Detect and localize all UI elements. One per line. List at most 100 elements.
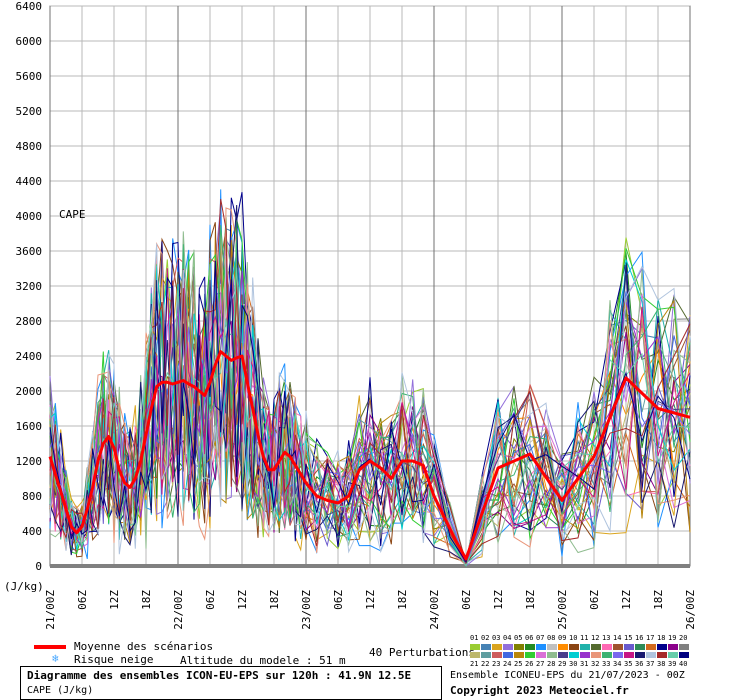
x-tick-labels: 21/00Z 06Z 12Z 18Z 22/00Z 06Z 12Z 18Z 23/00Z 06Z 1… [44, 590, 697, 630]
palette-swatch [624, 652, 634, 658]
x-tick-label: 12Z [108, 590, 121, 610]
palette-swatch [591, 644, 601, 650]
palette-number: 39 [668, 660, 677, 668]
snow-icon: ❄ [52, 652, 59, 665]
member-line [49, 243, 691, 565]
member-line [49, 260, 691, 563]
y-tick-label: 2800 [16, 315, 43, 328]
palette-number: 16 [635, 634, 644, 642]
palette-swatch [470, 652, 480, 658]
y-tick-label: 1600 [16, 420, 43, 433]
x-tick-label: 18Z [268, 590, 281, 610]
x-tick-label: 12Z [492, 590, 505, 610]
palette-number: 17 [646, 634, 655, 642]
palette-swatch [547, 652, 557, 658]
palette-number: 04 [503, 634, 512, 642]
palette-swatch [613, 644, 623, 650]
palette-number: 20 [679, 634, 688, 642]
palette-swatch [646, 644, 656, 650]
mean-series-line [48, 350, 691, 561]
x-tick-label: 22/00Z [172, 590, 185, 630]
y-unit-label: (J/kg) [4, 580, 44, 593]
palette-swatch [646, 652, 656, 658]
y-tick-label: 1200 [16, 455, 43, 468]
palette-swatch [668, 644, 678, 650]
palette-number: 24 [503, 660, 512, 668]
y-tick-label: 2000 [16, 385, 43, 398]
x-tick-label: 06Z [204, 590, 217, 610]
palette-number: 28 [547, 660, 556, 668]
palette-swatch [602, 652, 612, 658]
palette-swatch [580, 644, 590, 650]
palette-number: 22 [481, 660, 490, 668]
palette-number: 12 [591, 634, 600, 642]
chart-subtitle: CAPE (J/kg) [27, 685, 94, 696]
palette-number: 25 [514, 660, 523, 668]
variable-label: CAPE [59, 208, 86, 221]
palette-number: 31 [580, 660, 589, 668]
palette-swatch [624, 644, 634, 650]
palette-number: 03 [492, 634, 501, 642]
palette-swatch [481, 644, 491, 650]
palette-swatch [514, 652, 524, 658]
palette-number: 01 [470, 634, 479, 642]
y-tick-label: 2400 [16, 350, 43, 363]
palette-swatch [492, 652, 502, 658]
x-tick-label: 21/00Z [44, 590, 57, 630]
y-tick-labels: 0 400 800 1200 1600 2000 2400 2800 3200 3600 4000 4… [16, 0, 43, 573]
palette-swatch [492, 644, 502, 650]
palette-swatch [679, 644, 689, 650]
palette-number: 09 [558, 634, 567, 642]
palette-number: 18 [657, 634, 666, 642]
y-tick-label: 4800 [16, 140, 43, 153]
x-tick-label: 06Z [460, 590, 473, 610]
x-tick-label: 06Z [76, 590, 89, 610]
x-tick-label: 12Z [364, 590, 377, 610]
x-tick-label: 26/00Z [684, 590, 697, 630]
palette-swatch [525, 644, 535, 650]
mean-line [48, 350, 691, 561]
palette-number: 21 [470, 660, 479, 668]
y-tick-label: 3600 [16, 245, 43, 258]
x-tick-label: 12Z [236, 590, 249, 610]
legend-mean-label: Moyenne des scénarios [74, 640, 214, 653]
perturbation-lines [49, 189, 691, 568]
copyright: Copyright 2023 Meteociel.fr [450, 684, 629, 697]
y-tick-label: 5200 [16, 105, 43, 118]
altitude-label: Altitude du modele : 51 m [180, 654, 346, 667]
palette-swatch [613, 652, 623, 658]
palette-swatch [569, 644, 579, 650]
palette-number: 27 [536, 660, 545, 668]
member-line [49, 198, 691, 565]
palette-number: 37 [646, 660, 655, 668]
palette-number: 33 [602, 660, 611, 668]
palette-swatch [591, 652, 601, 658]
palette-number: 14 [613, 634, 622, 642]
legend-snow-label: Risque neige [74, 653, 154, 666]
palette-number: 05 [514, 634, 523, 642]
y-tick-label: 6400 [16, 0, 43, 13]
palette-swatch [558, 644, 568, 650]
palette-swatch [635, 644, 645, 650]
x-tick-label: 12Z [620, 590, 633, 610]
palette-number: 38 [657, 660, 666, 668]
palette-number: 13 [602, 634, 611, 642]
palette-swatch [679, 652, 689, 658]
palette-swatch [481, 652, 491, 658]
palette-swatch [602, 644, 612, 650]
palette-swatch [635, 652, 645, 658]
y-tick-label: 6000 [16, 35, 43, 48]
chart-title: Diagramme des ensembles ICON-EU-EPS sur … [27, 669, 412, 682]
palette-number: 26 [525, 660, 534, 668]
x-tick-label: 18Z [396, 590, 409, 610]
palette-swatch [503, 652, 513, 658]
x-tick-label: 06Z [332, 590, 345, 610]
x-tick-label: 06Z [588, 590, 601, 610]
x-tick-label: 25/00Z [556, 590, 569, 630]
y-tick-label: 5600 [16, 70, 43, 83]
palette-number: 36 [635, 660, 644, 668]
palette-swatch [470, 644, 480, 650]
palette-number: 10 [569, 634, 578, 642]
palette-swatch [668, 652, 678, 658]
